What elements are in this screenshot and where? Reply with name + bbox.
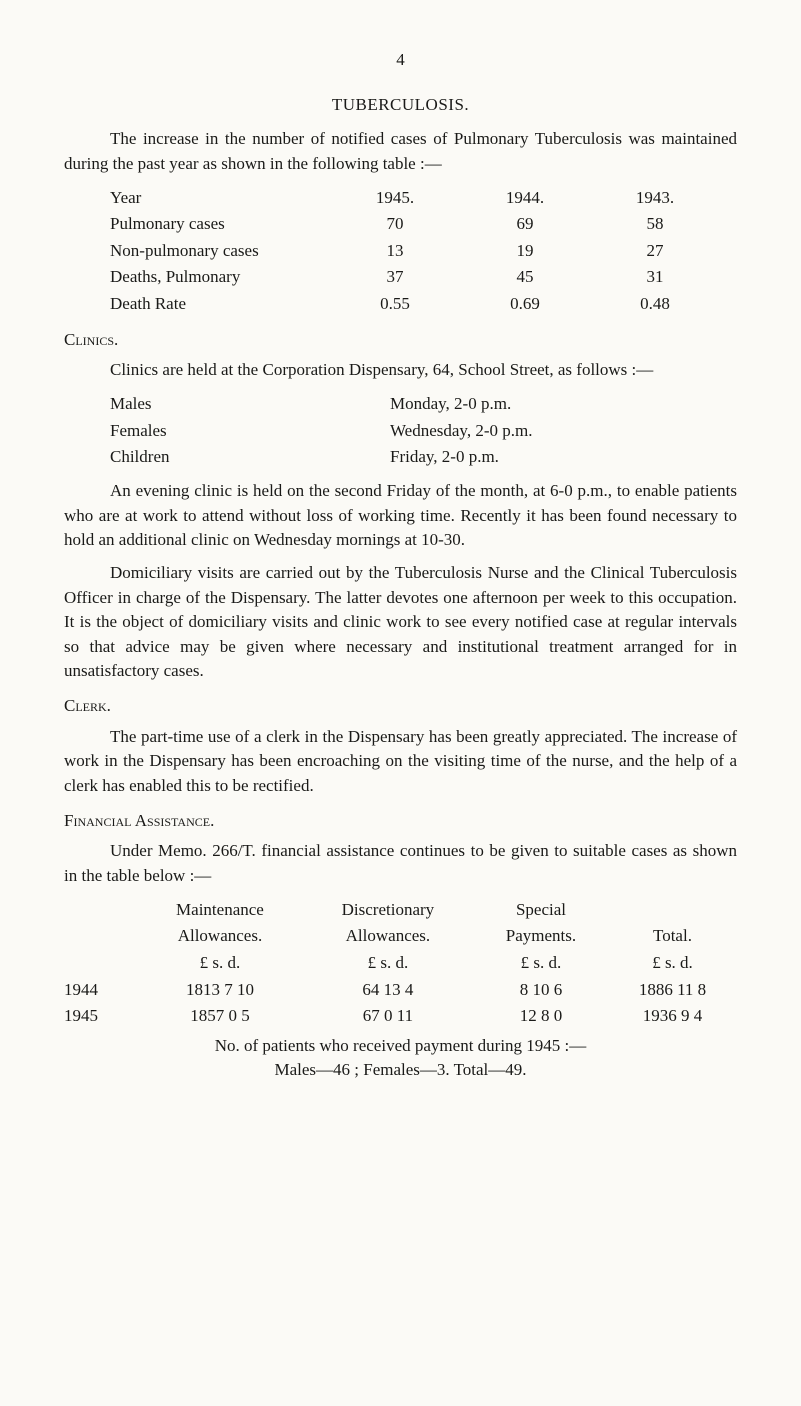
table-row: Females Wednesday, 2-0 p.m. bbox=[110, 418, 532, 445]
table-row: £ s. d. £ s. d. £ s. d. £ s. d. bbox=[64, 950, 737, 977]
table-row: 1944 1813 7 10 64 13 4 8 10 6 1886 11 8 bbox=[64, 977, 737, 1004]
col-header: Allowances. bbox=[138, 923, 302, 950]
row-label: Pulmonary cases bbox=[110, 211, 330, 238]
cell: 1857 0 5 bbox=[138, 1003, 302, 1030]
schedule-who: Children bbox=[110, 444, 390, 471]
table-row: Children Friday, 2-0 p.m. bbox=[110, 444, 532, 471]
row-label: Non-pulmonary cases bbox=[110, 238, 330, 265]
table-row: Death Rate 0.55 0.69 0.48 bbox=[110, 291, 720, 318]
clerk-para: The part-time use of a clerk in the Disp… bbox=[64, 725, 737, 799]
clinics-heading: Clinics. bbox=[64, 328, 737, 353]
schedule-when: Friday, 2-0 p.m. bbox=[390, 444, 532, 471]
clerk-heading: Clerk. bbox=[64, 694, 737, 719]
cell: 45 bbox=[460, 264, 590, 291]
cell bbox=[64, 923, 138, 950]
schedule-who: Males bbox=[110, 391, 390, 418]
cell: 1944. bbox=[460, 185, 590, 212]
row-year: 1945 bbox=[64, 1003, 138, 1030]
clinics-intro: Clinics are held at the Corporation Disp… bbox=[64, 358, 737, 383]
cell: 69 bbox=[460, 211, 590, 238]
unit-header: £ s. d. bbox=[302, 950, 474, 977]
financial-heading: Financial Assistance. bbox=[64, 809, 737, 834]
col-header: Discretionary bbox=[302, 897, 474, 924]
cell: 0.69 bbox=[460, 291, 590, 318]
clinics-para-2: Domiciliary visits are carried out by th… bbox=[64, 561, 737, 684]
col-header: Total. bbox=[608, 923, 737, 950]
col-header: Allowances. bbox=[302, 923, 474, 950]
page-number: 4 bbox=[64, 48, 737, 73]
row-label: Year bbox=[110, 185, 330, 212]
cell: 0.55 bbox=[330, 291, 460, 318]
cell: 1943. bbox=[590, 185, 720, 212]
cell: 64 13 4 bbox=[302, 977, 474, 1004]
cell: 13 bbox=[330, 238, 460, 265]
financial-note-1: No. of patients who received payment dur… bbox=[64, 1034, 737, 1059]
table-row: Males Monday, 2-0 p.m. bbox=[110, 391, 532, 418]
financial-intro: Under Memo. 266/T. financial assistance … bbox=[64, 839, 737, 888]
cell: 8 10 6 bbox=[474, 977, 608, 1004]
table-row: Pulmonary cases 70 69 58 bbox=[110, 211, 720, 238]
table-row: Maintenance Discretionary Special bbox=[64, 897, 737, 924]
cell: 12 8 0 bbox=[474, 1003, 608, 1030]
financial-table: Maintenance Discretionary Special Allowa… bbox=[64, 897, 737, 1030]
financial-note-2: Males—46 ; Females—3. Total—49. bbox=[64, 1058, 737, 1083]
table-row: Year 1945. 1944. 1943. bbox=[110, 185, 720, 212]
unit-header: £ s. d. bbox=[474, 950, 608, 977]
unit-header: £ s. d. bbox=[138, 950, 302, 977]
clinics-para-1: An evening clinic is held on the second … bbox=[64, 479, 737, 553]
cell: 31 bbox=[590, 264, 720, 291]
intro-paragraph: The increase in the number of notified c… bbox=[64, 127, 737, 176]
cell: 67 0 11 bbox=[302, 1003, 474, 1030]
cell: 1945. bbox=[330, 185, 460, 212]
col-header bbox=[608, 897, 737, 924]
col-header: Special bbox=[474, 897, 608, 924]
cell bbox=[64, 950, 138, 977]
table-row: Non-pulmonary cases 13 19 27 bbox=[110, 238, 720, 265]
row-year: 1944 bbox=[64, 977, 138, 1004]
cell: 27 bbox=[590, 238, 720, 265]
cell: 19 bbox=[460, 238, 590, 265]
cell bbox=[64, 897, 138, 924]
cell: 0.48 bbox=[590, 291, 720, 318]
table-row: 1945 1857 0 5 67 0 11 12 8 0 1936 9 4 bbox=[64, 1003, 737, 1030]
cell: 70 bbox=[330, 211, 460, 238]
cell: 1813 7 10 bbox=[138, 977, 302, 1004]
cell: 37 bbox=[330, 264, 460, 291]
schedule-who: Females bbox=[110, 418, 390, 445]
row-label: Deaths, Pulmonary bbox=[110, 264, 330, 291]
unit-header: £ s. d. bbox=[608, 950, 737, 977]
cell: 1886 11 8 bbox=[608, 977, 737, 1004]
schedule-when: Wednesday, 2-0 p.m. bbox=[390, 418, 532, 445]
table-row: Allowances. Allowances. Payments. Total. bbox=[64, 923, 737, 950]
row-label: Death Rate bbox=[110, 291, 330, 318]
schedule-when: Monday, 2-0 p.m. bbox=[390, 391, 532, 418]
year-table: Year 1945. 1944. 1943. Pulmonary cases 7… bbox=[110, 185, 720, 318]
col-header: Maintenance bbox=[138, 897, 302, 924]
cell: 58 bbox=[590, 211, 720, 238]
col-header: Payments. bbox=[474, 923, 608, 950]
section-title: TUBERCULOSIS. bbox=[64, 93, 737, 118]
schedule-table: Males Monday, 2-0 p.m. Females Wednesday… bbox=[110, 391, 532, 471]
table-row: Deaths, Pulmonary 37 45 31 bbox=[110, 264, 720, 291]
cell: 1936 9 4 bbox=[608, 1003, 737, 1030]
